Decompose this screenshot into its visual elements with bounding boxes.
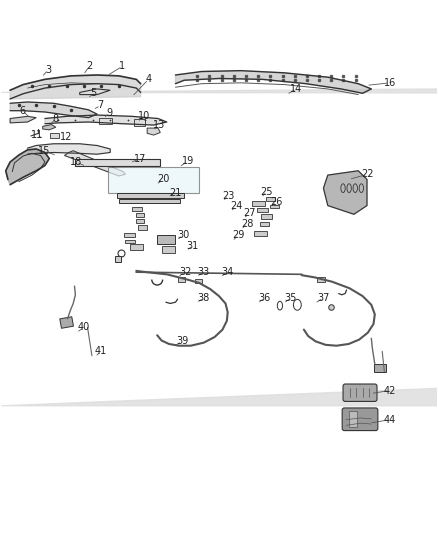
Text: 44: 44: [384, 415, 396, 425]
Text: 37: 37: [317, 293, 330, 303]
Polygon shape: [6, 149, 49, 184]
Text: 39: 39: [176, 336, 188, 346]
Polygon shape: [10, 116, 36, 123]
Bar: [261, 214, 272, 219]
Bar: [134, 118, 145, 126]
Text: 3: 3: [45, 65, 51, 75]
Bar: [195, 279, 201, 283]
FancyBboxPatch shape: [342, 408, 378, 431]
Text: 7: 7: [98, 100, 104, 110]
Text: 14: 14: [290, 84, 303, 94]
Bar: [136, 219, 144, 223]
FancyBboxPatch shape: [343, 384, 377, 401]
Text: 17: 17: [134, 154, 146, 164]
Polygon shape: [1, 89, 438, 94]
Text: 5: 5: [91, 88, 97, 98]
Bar: [157, 235, 175, 244]
Text: 6: 6: [19, 106, 25, 116]
Bar: [257, 208, 268, 212]
Polygon shape: [10, 75, 141, 99]
Bar: [138, 225, 147, 230]
Bar: [119, 199, 180, 204]
Bar: [108, 167, 199, 193]
Polygon shape: [323, 171, 367, 214]
Text: 18: 18: [70, 157, 82, 167]
Bar: [75, 159, 160, 166]
Text: 30: 30: [177, 230, 190, 240]
Bar: [125, 239, 134, 243]
Bar: [178, 277, 185, 282]
Bar: [132, 207, 142, 211]
Text: 27: 27: [243, 208, 256, 219]
Text: 9: 9: [106, 108, 113, 118]
Polygon shape: [28, 144, 110, 154]
Text: 8: 8: [53, 114, 59, 124]
Bar: [99, 118, 113, 124]
Bar: [349, 411, 357, 426]
Text: 31: 31: [187, 240, 199, 251]
Text: 21: 21: [170, 188, 182, 198]
Bar: [50, 133, 59, 138]
Text: 40: 40: [78, 322, 90, 333]
Text: 16: 16: [384, 78, 396, 88]
Text: 36: 36: [258, 293, 271, 303]
Text: 4: 4: [145, 75, 152, 84]
Bar: [270, 205, 279, 208]
Text: 42: 42: [383, 385, 396, 395]
Polygon shape: [43, 125, 56, 130]
Bar: [252, 201, 265, 206]
Text: 2: 2: [86, 61, 92, 71]
Polygon shape: [147, 128, 160, 135]
Text: 34: 34: [222, 266, 234, 277]
Polygon shape: [176, 71, 371, 93]
Text: 35: 35: [285, 293, 297, 303]
Bar: [374, 364, 386, 372]
Text: 19: 19: [181, 156, 194, 166]
Polygon shape: [64, 151, 125, 176]
Text: 24: 24: [230, 201, 243, 212]
Text: 12: 12: [60, 132, 72, 142]
Text: 26: 26: [270, 197, 283, 207]
Text: 23: 23: [223, 191, 235, 201]
Polygon shape: [45, 115, 167, 125]
Text: 15: 15: [38, 146, 50, 156]
Text: 25: 25: [261, 187, 273, 197]
Bar: [124, 233, 135, 237]
Text: 13: 13: [153, 120, 165, 130]
Text: 28: 28: [241, 219, 254, 229]
Text: 41: 41: [95, 346, 107, 357]
Text: 1: 1: [119, 61, 125, 71]
Text: 32: 32: [179, 266, 191, 277]
Text: 38: 38: [198, 293, 210, 303]
Bar: [60, 317, 74, 328]
Bar: [265, 197, 275, 201]
Text: 11: 11: [31, 130, 43, 140]
Polygon shape: [1, 375, 438, 406]
Bar: [318, 277, 325, 282]
Text: 29: 29: [233, 230, 245, 240]
Bar: [254, 231, 267, 237]
Text: 33: 33: [198, 266, 210, 277]
Polygon shape: [10, 102, 97, 118]
Text: 22: 22: [362, 169, 374, 179]
Text: 20: 20: [157, 174, 170, 184]
Bar: [260, 222, 269, 226]
Bar: [136, 213, 144, 217]
Bar: [162, 246, 176, 253]
Bar: [117, 193, 184, 198]
Text: 10: 10: [138, 111, 150, 122]
Bar: [130, 244, 143, 249]
